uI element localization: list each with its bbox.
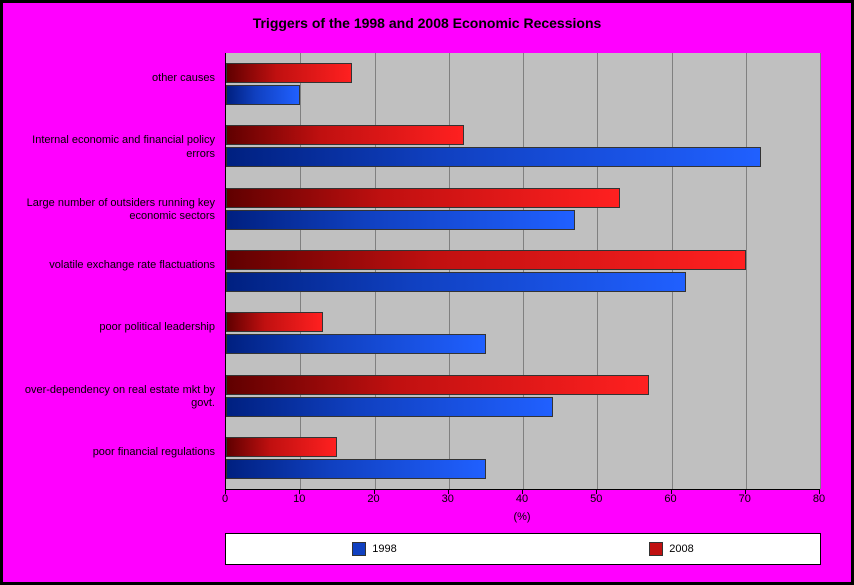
bar-2008	[226, 63, 352, 83]
x-tick	[522, 489, 523, 494]
bar-1998	[226, 210, 575, 230]
y-category-label: over-dependency on real estate mkt by go…	[15, 384, 215, 410]
legend: 1998 2008	[225, 533, 821, 565]
chart-title: Triggers of the 1998 and 2008 Economic R…	[3, 3, 851, 31]
x-tick	[819, 489, 820, 494]
y-category-label: Internal economic and financial policy e…	[15, 134, 215, 160]
x-tick	[374, 489, 375, 494]
x-tick-label: 80	[813, 493, 825, 505]
legend-swatch-1998	[352, 542, 366, 556]
x-tick-label: 40	[516, 493, 528, 505]
x-tick	[299, 489, 300, 494]
gridline	[820, 53, 821, 489]
gridline	[300, 53, 301, 489]
x-tick-label: 10	[293, 493, 305, 505]
legend-item-2008: 2008	[649, 542, 693, 556]
bar-1998	[226, 334, 486, 354]
bar-2008	[226, 250, 746, 270]
y-category-label: volatile exchange rate flactuations	[15, 259, 215, 272]
bar-1998	[226, 397, 553, 417]
x-tick-label: 60	[664, 493, 676, 505]
gridline	[672, 53, 673, 489]
x-tick-label: 70	[739, 493, 751, 505]
bar-1998	[226, 85, 300, 105]
bar-2008	[226, 312, 323, 332]
y-category-label: Large number of outsiders running key ec…	[15, 197, 215, 223]
x-tick	[745, 489, 746, 494]
x-tick-label: 30	[442, 493, 454, 505]
legend-item-1998: 1998	[352, 542, 396, 556]
chart-frame: Triggers of the 1998 and 2008 Economic R…	[0, 0, 854, 585]
x-axis-label: (%)	[225, 511, 819, 523]
x-tick	[448, 489, 449, 494]
bar-2008	[226, 188, 620, 208]
gridline	[597, 53, 598, 489]
legend-swatch-2008	[649, 542, 663, 556]
bar-2008	[226, 125, 464, 145]
y-category-label: poor political leadership	[15, 321, 215, 334]
bar-1998	[226, 272, 686, 292]
x-tick-label: 50	[590, 493, 602, 505]
gridline	[746, 53, 747, 489]
x-tick	[596, 489, 597, 494]
gridline	[375, 53, 376, 489]
bar-1998	[226, 147, 761, 167]
gridline	[449, 53, 450, 489]
bar-1998	[226, 459, 486, 479]
x-tick	[671, 489, 672, 494]
y-category-label: poor financial regulations	[15, 446, 215, 459]
legend-label-2008: 2008	[669, 543, 693, 555]
bar-2008	[226, 437, 337, 457]
x-tick-label: 0	[222, 493, 228, 505]
bar-2008	[226, 375, 649, 395]
x-tick-label: 20	[367, 493, 379, 505]
plot-area	[225, 53, 820, 490]
x-tick	[225, 489, 226, 494]
y-category-label: other causes	[15, 72, 215, 85]
legend-label-1998: 1998	[372, 543, 396, 555]
gridline	[523, 53, 524, 489]
